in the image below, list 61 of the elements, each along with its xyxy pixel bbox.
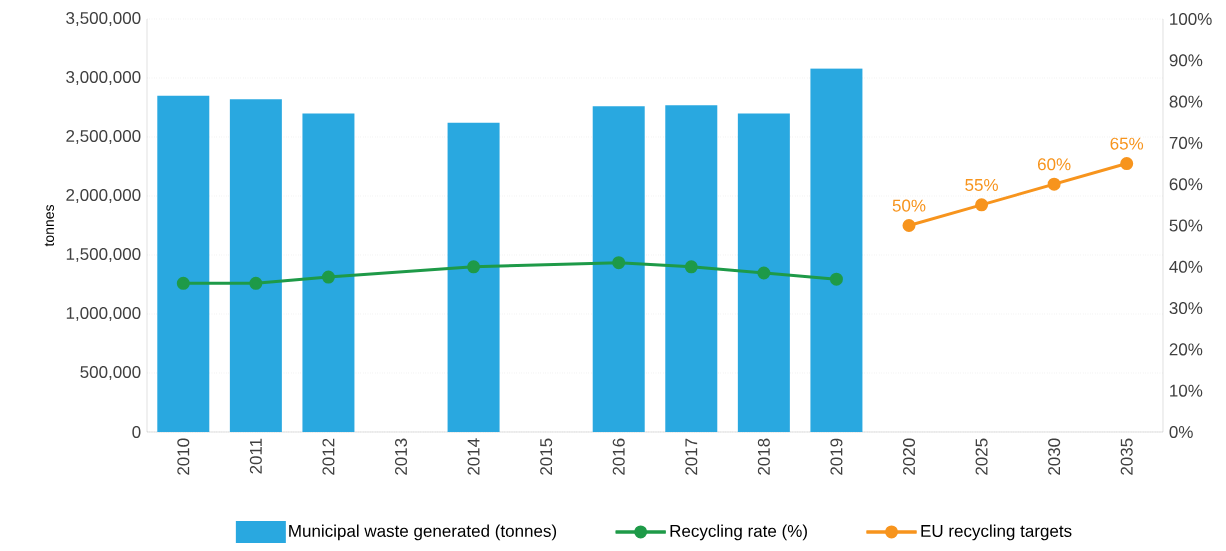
x-tick-label: 2011 bbox=[249, 438, 262, 474]
y-tick-label: 500,000 bbox=[80, 365, 141, 381]
x-tick-label: 2015 bbox=[540, 438, 553, 475]
point bbox=[249, 276, 263, 290]
y-tick-label: 1,500,000 bbox=[66, 247, 141, 263]
legend-label: Recycling rate (%) bbox=[670, 524, 807, 541]
y2-tick-label: 0% bbox=[1169, 425, 1193, 439]
data-label: 50% bbox=[892, 199, 926, 212]
y-tick-label: 3,000,000 bbox=[66, 70, 141, 86]
bar bbox=[447, 122, 500, 432]
x-tick-label: 2012 bbox=[322, 438, 335, 475]
point bbox=[176, 276, 190, 290]
data-label: 60% bbox=[1037, 158, 1071, 171]
y-tick-label: 1,000,000 bbox=[66, 306, 141, 322]
y-axis-title: tonnes bbox=[44, 204, 54, 247]
y2-tick-label: 10% bbox=[1170, 384, 1203, 397]
x-tick-label: 2017 bbox=[685, 438, 698, 475]
point bbox=[902, 218, 916, 232]
y2-tick-label: 50% bbox=[1169, 219, 1203, 232]
y2-tick-label: 30% bbox=[1169, 302, 1203, 315]
y-tick-label: 2,000,000 bbox=[66, 188, 141, 204]
data-label: 55% bbox=[965, 179, 998, 191]
point bbox=[467, 260, 481, 274]
y2-tick-label: 20% bbox=[1169, 343, 1203, 356]
legend-label: Municipal waste generated (tonnes) bbox=[289, 524, 557, 541]
y2-tick-label: 100% bbox=[1170, 12, 1212, 26]
bar bbox=[229, 99, 282, 432]
x-tick-label: 2010 bbox=[177, 438, 190, 475]
point bbox=[612, 256, 626, 270]
point bbox=[975, 198, 989, 212]
bar bbox=[737, 113, 790, 432]
x-tick-label: 2025 bbox=[975, 438, 988, 475]
x-tick-label: 2035 bbox=[1120, 438, 1133, 475]
y-tick-label: 2,500,000 bbox=[66, 129, 141, 145]
point bbox=[321, 270, 335, 284]
x-tick-label: 2014 bbox=[467, 438, 480, 475]
x-tick-label: 2020 bbox=[902, 438, 916, 475]
x-tick-label: 2013 bbox=[394, 438, 408, 475]
point bbox=[1120, 157, 1134, 171]
x-tick-label: 2030 bbox=[1048, 438, 1061, 475]
y2-tick-label: 40% bbox=[1169, 260, 1203, 273]
y2-tick-label: 80% bbox=[1169, 95, 1203, 108]
point bbox=[1047, 177, 1061, 191]
point bbox=[829, 272, 843, 286]
bar bbox=[302, 113, 355, 432]
point bbox=[757, 266, 771, 280]
point bbox=[684, 260, 698, 274]
bar bbox=[810, 68, 863, 432]
y-tick-label: 3,500,000 bbox=[66, 11, 141, 27]
x-tick-label: 2019 bbox=[830, 438, 843, 475]
bar bbox=[592, 106, 645, 432]
bar bbox=[157, 95, 210, 432]
y-tick-label: 0 bbox=[132, 425, 141, 439]
y2-tick-label: 70% bbox=[1169, 136, 1203, 149]
y2-tick-label: 90% bbox=[1169, 54, 1203, 67]
x-tick-label: 2018 bbox=[757, 438, 770, 475]
x-tick-label: 2016 bbox=[612, 438, 625, 475]
bar bbox=[665, 105, 718, 432]
y2-tick-label: 60% bbox=[1169, 178, 1203, 191]
legend-label: EU recycling targets bbox=[921, 524, 1072, 541]
data-label: 65% bbox=[1110, 137, 1144, 150]
